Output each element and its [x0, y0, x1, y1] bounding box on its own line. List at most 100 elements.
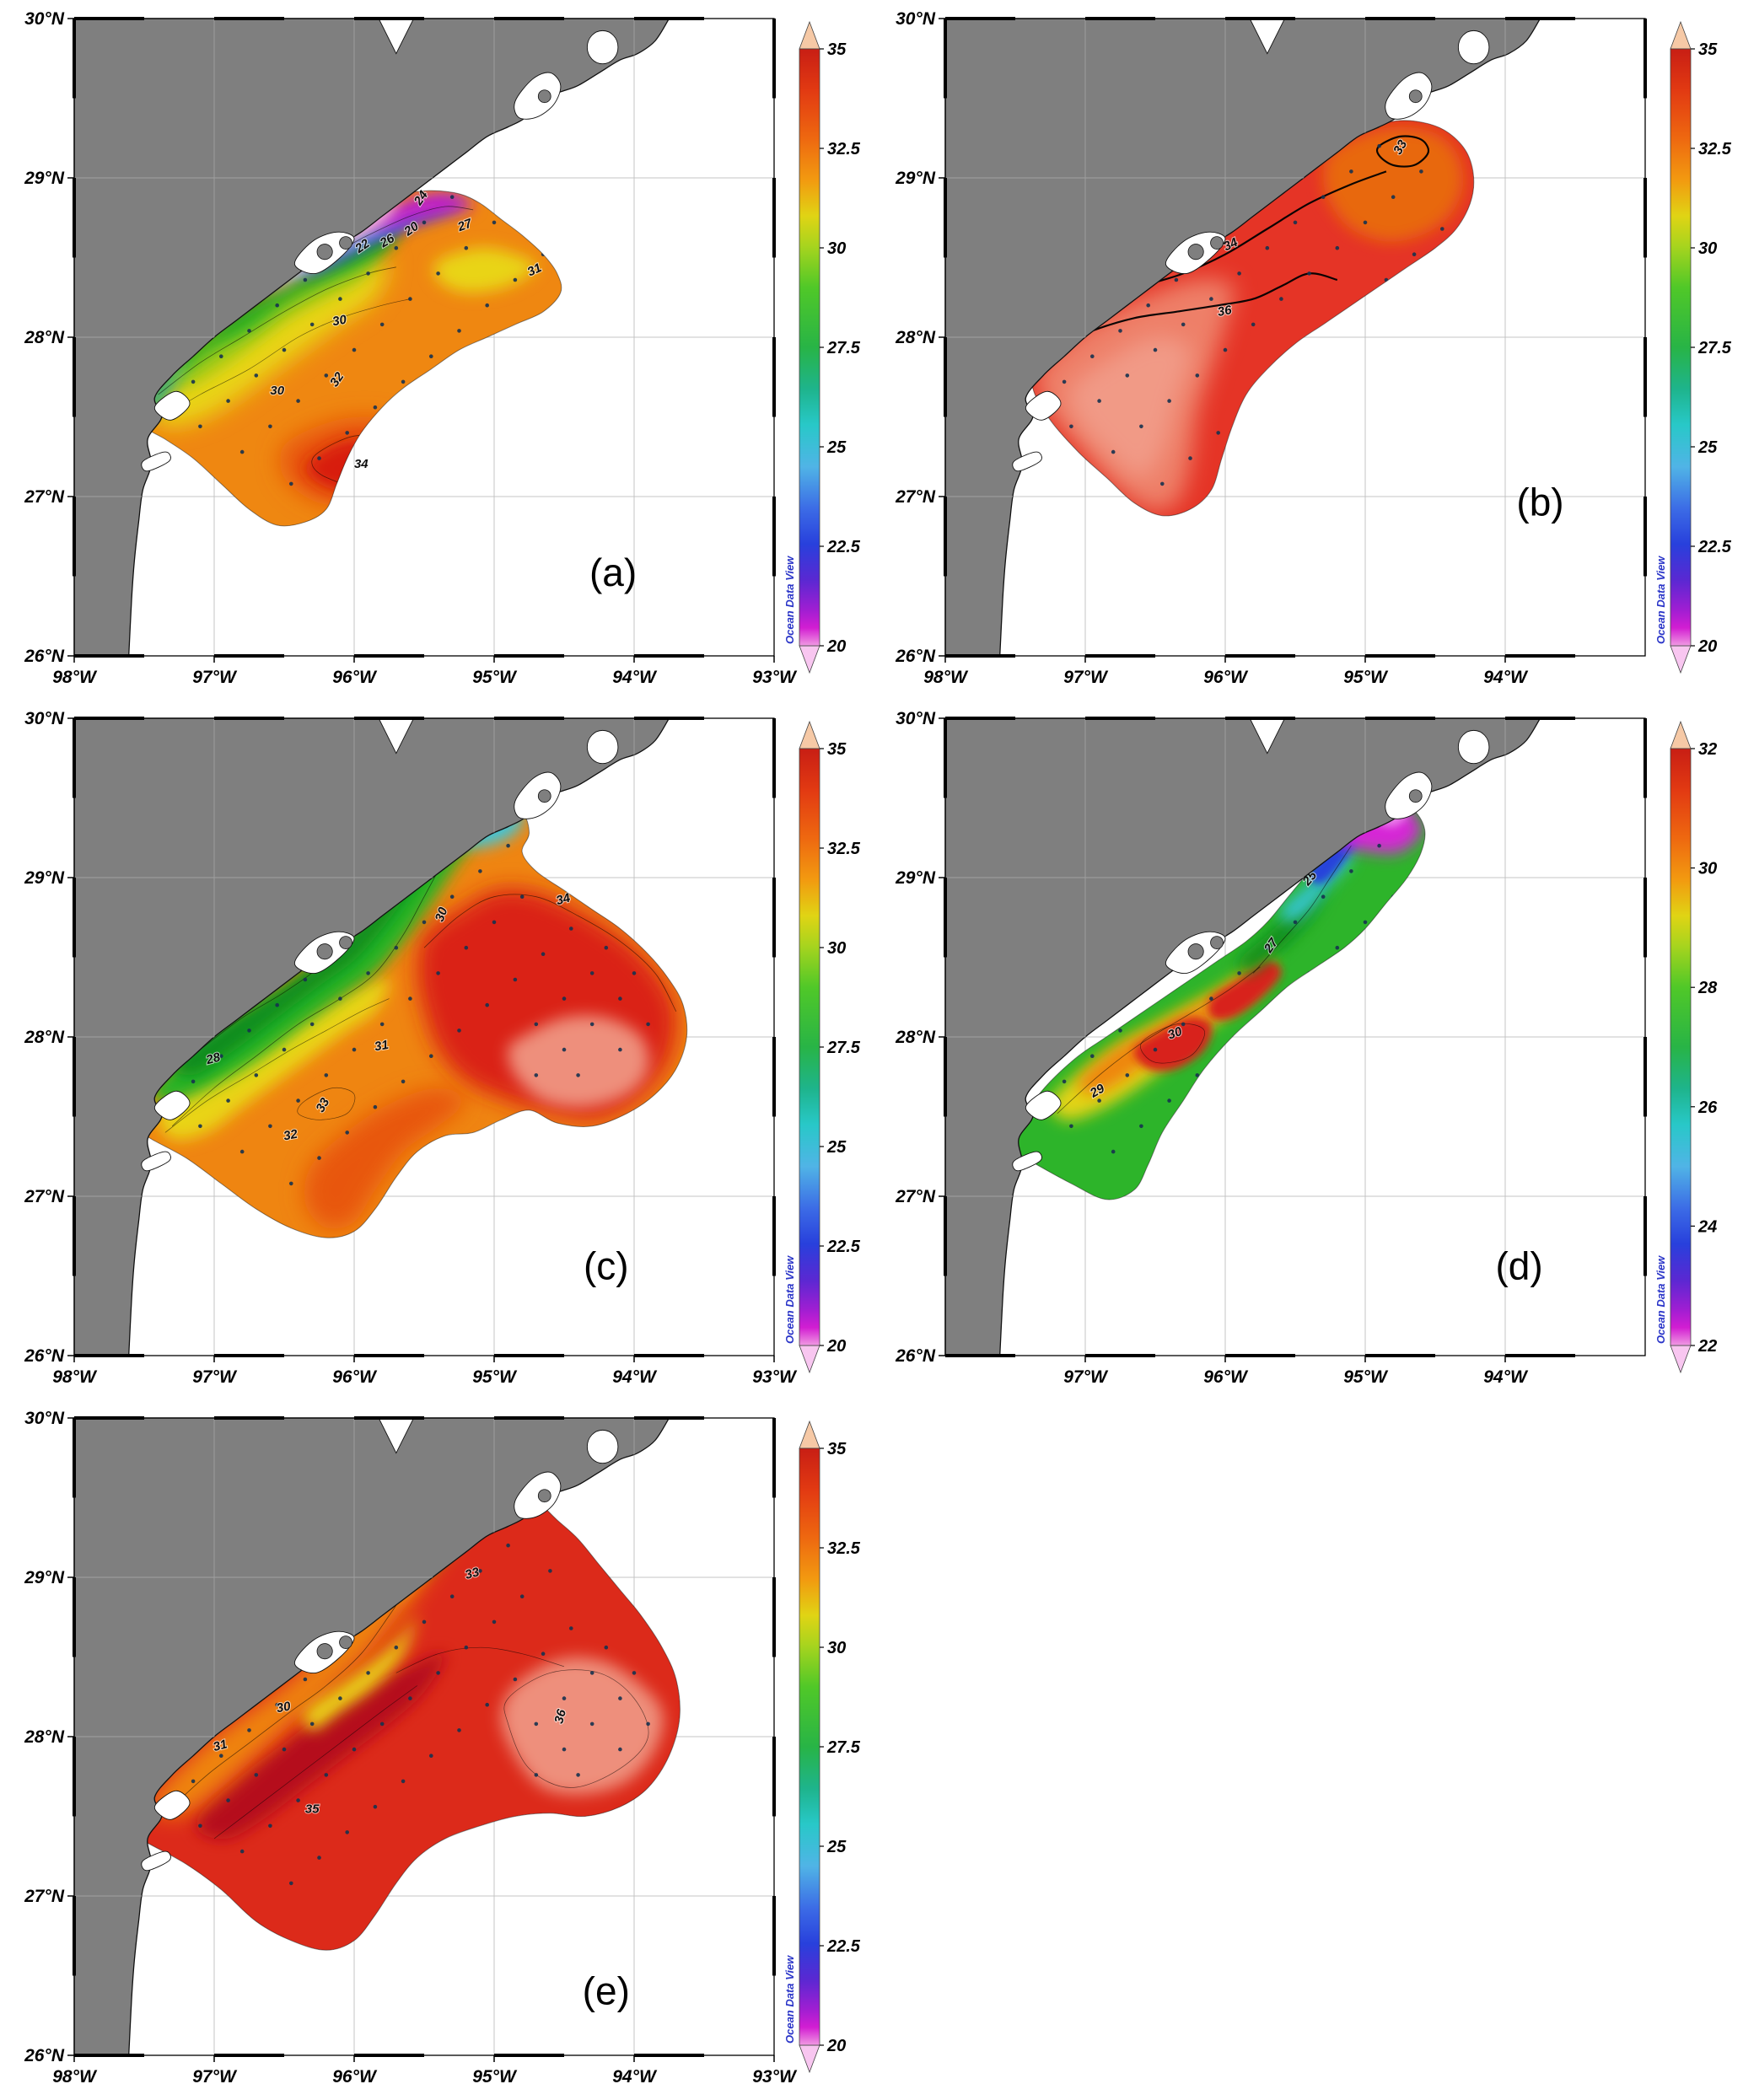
bay — [514, 1471, 562, 1519]
colorbar-tick-label: 26 — [1697, 1098, 1718, 1117]
colorbar-tick-label: 27.5 — [826, 1039, 861, 1057]
contour-label: 34 — [354, 457, 369, 471]
panel-c-figure: 27253430272831333229-198°W97°W96°W95°W94… — [24, 709, 861, 1387]
station-dot — [436, 971, 440, 975]
colorbar-tick-label: 32.5 — [827, 140, 861, 158]
island — [1210, 936, 1224, 949]
contour-label: 32 — [282, 1127, 299, 1144]
station-dot — [1097, 1098, 1101, 1103]
contour-label: 28 — [204, 1050, 223, 1067]
station-dot — [429, 354, 433, 359]
y-axis-tick-label: 29°N — [895, 868, 936, 888]
station-dot — [562, 996, 567, 1001]
station-dot — [541, 952, 546, 956]
station-dot — [324, 373, 329, 378]
colorbar-tick-label: 25 — [1697, 438, 1718, 457]
y-axis-tick-label: 27°N — [24, 487, 65, 507]
station-dot — [1118, 329, 1122, 333]
station-dot — [401, 1079, 406, 1084]
x-axis-tick-label: 93°W — [752, 1367, 798, 1387]
colorbar-tick-label: 22.5 — [826, 1238, 861, 1256]
station-dot — [436, 1671, 440, 1675]
station-dot — [562, 1747, 567, 1752]
colorbar-tick-label: 32.5 — [827, 840, 861, 858]
station-dot — [1363, 220, 1368, 225]
station-dot — [1293, 220, 1298, 225]
colorbar-tick-label: 20 — [826, 2037, 846, 2055]
island — [316, 244, 333, 260]
colorbar-tick-label: 35 — [827, 1440, 847, 1458]
station-dot — [408, 996, 412, 1001]
station-dot — [457, 1728, 461, 1732]
colorbar-tick-label: 20 — [826, 1337, 846, 1356]
colorbar-tick-label: 30 — [827, 1639, 846, 1657]
coastal-lake — [586, 729, 619, 765]
station-dot — [1097, 399, 1101, 403]
station-dot — [589, 1022, 594, 1027]
colorbar-tick-label: 32.5 — [827, 1539, 861, 1558]
station-dot — [534, 1773, 539, 1777]
station-dot — [1062, 379, 1067, 384]
y-axis-tick-label: 28°N — [24, 328, 65, 347]
island — [1187, 943, 1204, 960]
colorbar-gradient — [799, 48, 820, 647]
station-dot — [485, 1702, 489, 1707]
zebra-border — [944, 717, 1647, 1357]
station-dot — [268, 1124, 272, 1129]
panel-letter-label: (b) — [1516, 481, 1563, 524]
station-dot — [275, 1702, 280, 1707]
zebra-border — [73, 717, 776, 1357]
colorbar-tick-label: 35 — [827, 740, 847, 759]
colorbar-tick-label: 27.5 — [1697, 339, 1732, 357]
x-axis-tick-label: 98°W — [52, 668, 98, 687]
panel-b: 333436-198°W97°W96°W95°W94°W30°N29°N28°N… — [871, 0, 1743, 700]
station-dot — [254, 373, 259, 378]
station-dot — [394, 245, 399, 250]
station-dot — [569, 926, 573, 931]
station-dot — [366, 271, 370, 276]
island — [537, 1489, 551, 1503]
colorbar-tick-label: 27.5 — [826, 1738, 861, 1757]
station-dot — [1237, 271, 1241, 276]
axes: 98°W 97°W 96°W 95°W 94°W 93°W 30°N 29°N 28°N 27°N… — [24, 1409, 798, 2087]
station-dot — [239, 449, 245, 454]
station-dot — [408, 297, 412, 301]
x-axis-tick-label: 97°W — [1063, 1367, 1109, 1387]
x-axis-tick-label: 94°W — [612, 1367, 658, 1387]
station-dot — [464, 945, 469, 950]
island — [316, 943, 333, 960]
island — [1408, 789, 1423, 803]
station-dot — [1139, 424, 1143, 429]
station-dot — [1251, 322, 1256, 327]
station-dot — [324, 1073, 329, 1077]
colorbar-tick-label: 35 — [1698, 40, 1718, 59]
station-dots — [163, 1524, 650, 1886]
station-dot — [239, 1849, 245, 1854]
station-dot — [1188, 456, 1192, 460]
station-dot — [247, 1029, 251, 1033]
bay — [514, 72, 562, 120]
station-dot — [464, 245, 469, 250]
colorbar-cap-top — [1670, 20, 1692, 50]
station-dot — [198, 424, 202, 429]
station-dot — [379, 1022, 385, 1027]
odv-credit-text: Ocean Data View — [783, 556, 796, 644]
station-dot — [589, 1721, 594, 1727]
island — [339, 236, 352, 250]
station-dot — [478, 1569, 482, 1573]
station-dot — [534, 1022, 539, 1027]
contour-label: 36 — [551, 1707, 569, 1725]
station-dot — [1209, 996, 1213, 1001]
station-dot — [478, 869, 482, 873]
y-axis-tick-label: 27°N — [24, 1187, 65, 1206]
station-dot — [366, 971, 370, 975]
zebra-border — [73, 1416, 776, 2057]
station-dot — [1111, 1149, 1116, 1154]
y-axis-tick-label: 29°N — [24, 868, 65, 888]
contour-label: 35 — [305, 1802, 320, 1817]
colorbar-tick-label: 25 — [826, 438, 847, 457]
station-dot — [1377, 143, 1381, 148]
colorbar-tick-label: 22.5 — [1697, 538, 1732, 556]
station-dot — [1440, 227, 1444, 231]
station-dot — [219, 354, 223, 359]
